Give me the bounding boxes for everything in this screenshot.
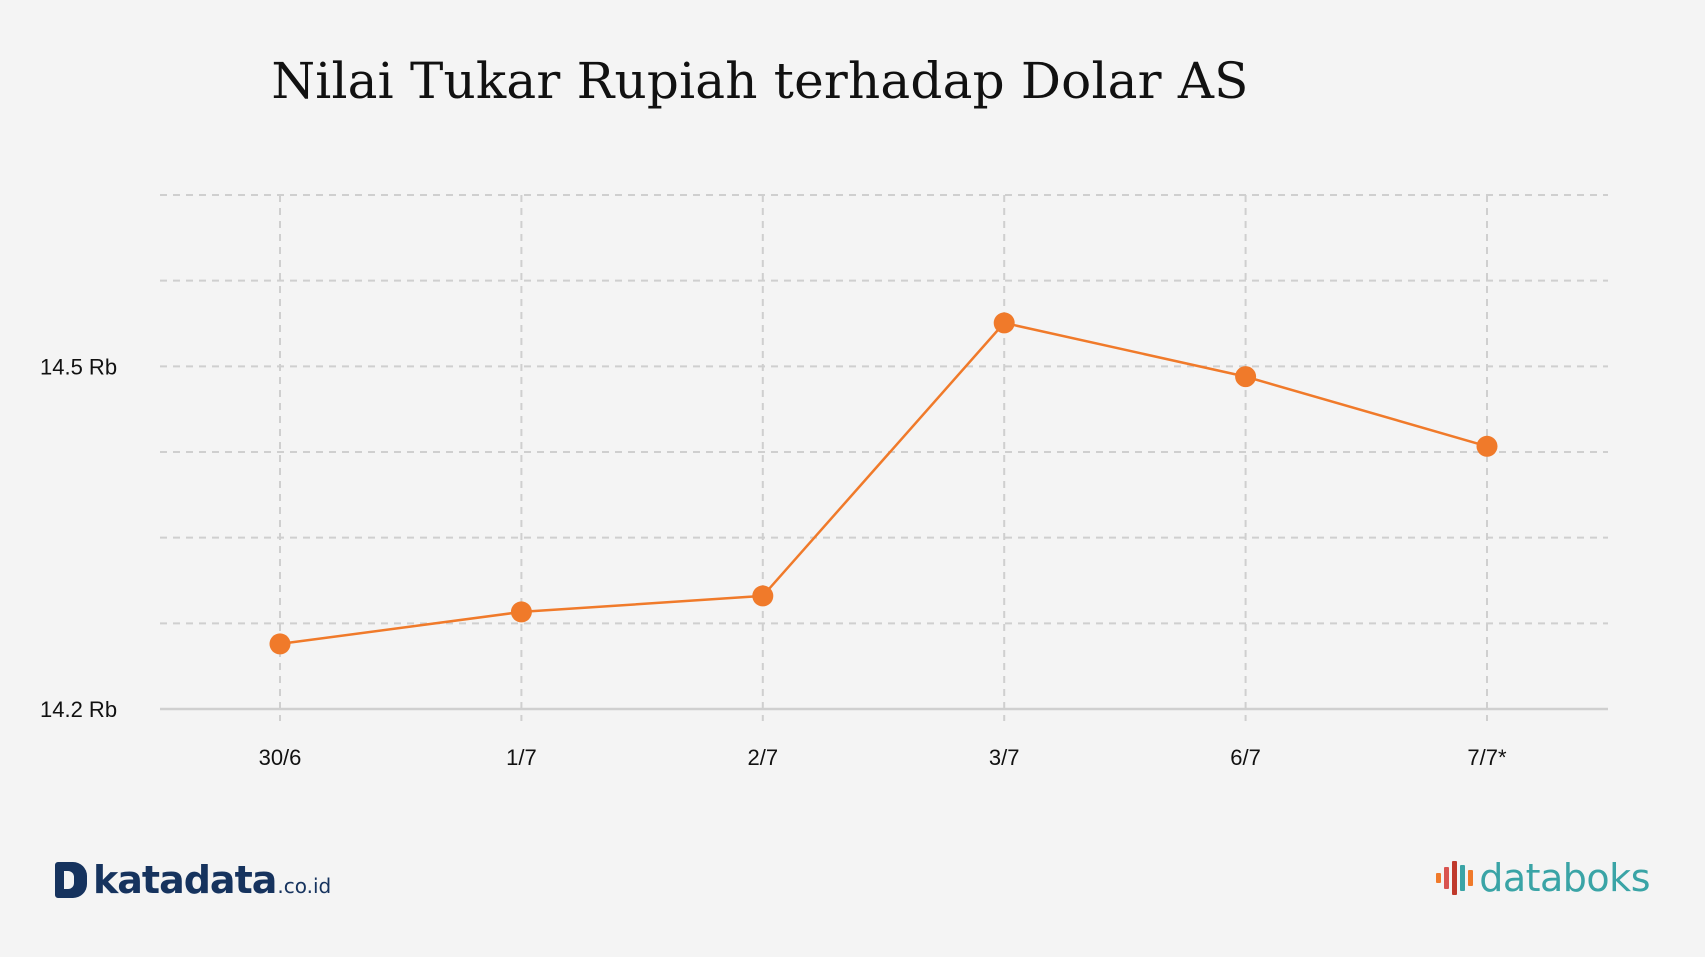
- katadata-logo-suffix: .co.id: [277, 874, 332, 898]
- chart-title: Nilai Tukar Rupiah terhadap Dolar AS: [271, 52, 1249, 110]
- x-tick-label: 2/7: [748, 745, 779, 770]
- katadata-logo: katadata .co.id: [55, 858, 331, 902]
- databoks-logo-bar: [1436, 873, 1442, 883]
- databoks-logo-bar: [1452, 861, 1458, 895]
- grid-layer: [160, 194, 1608, 721]
- databoks-logo-bar: [1460, 865, 1466, 891]
- label-layer: 14.2 Rb 14.5 Rb 30/6 1/7 2/7 3/7 6/7 7/7*: [40, 354, 1507, 770]
- data-point: [752, 585, 774, 607]
- y-tick-label: 14.5 Rb: [40, 354, 117, 379]
- data-point: [993, 312, 1015, 334]
- databoks-logo: databoks: [1436, 856, 1650, 900]
- data-point: [269, 633, 291, 655]
- x-tick-label: 7/7*: [1467, 745, 1507, 770]
- databoks-logo-bar: [1444, 867, 1450, 889]
- data-point: [510, 601, 532, 623]
- databoks-logo-icon: [1436, 856, 1474, 900]
- databoks-logo-word: databoks: [1479, 856, 1650, 900]
- x-tick-label: 3/7: [989, 745, 1020, 770]
- series-layer: [269, 312, 1498, 655]
- data-point: [1235, 366, 1257, 388]
- katadata-logo-icon: [55, 862, 87, 898]
- series-line: [279, 321, 1488, 646]
- data-point: [1476, 435, 1498, 457]
- y-tick-label: 14.2 Rb: [40, 697, 117, 722]
- x-tick-label: 30/6: [259, 745, 302, 770]
- x-tick-label: 1/7: [506, 745, 537, 770]
- x-tick-label: 6/7: [1230, 745, 1261, 770]
- databoks-logo-bar: [1468, 870, 1474, 886]
- katadata-logo-word: katadata: [93, 858, 277, 902]
